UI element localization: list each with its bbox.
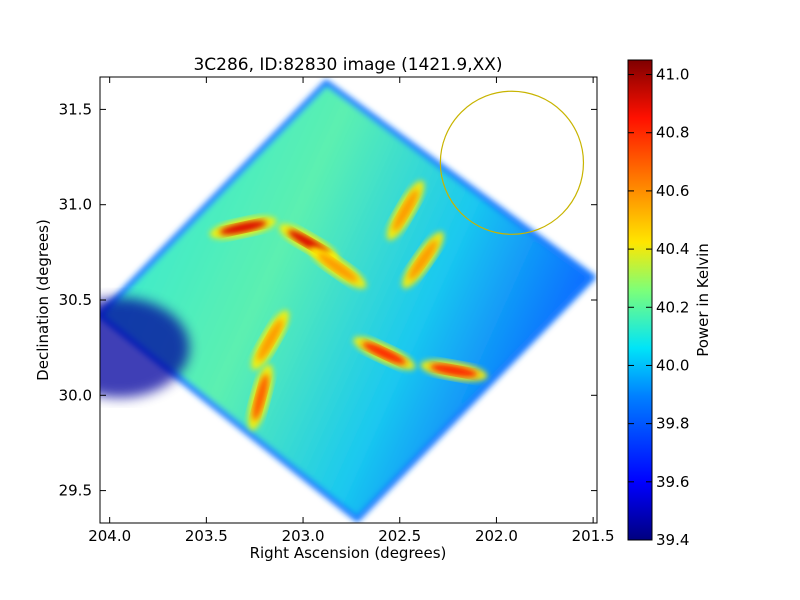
- colorbar-tick-label: 40.2: [656, 298, 689, 316]
- y-axis-label: Declination (degrees): [34, 219, 52, 381]
- y-tick-label: 29.5: [59, 482, 92, 500]
- cold-region: [100, 297, 190, 398]
- colorbar-tick-label: 40.4: [656, 240, 689, 258]
- colorbar-tick-label: 41.0: [656, 66, 689, 84]
- x-tick-label: 202.5: [378, 527, 421, 545]
- x-tick-label: 201.5: [572, 527, 615, 545]
- colorbar: 39.4 39.6 39.8 40.0 40.2 40.4 40.6 40.8 41.0 Pow…: [627, 59, 712, 549]
- x-axis-ticks: 204.0 203.5 203.0 202.5 202.0 201.5: [88, 77, 615, 545]
- hotspot: [309, 246, 367, 289]
- colorbar-tick-label: 39.8: [656, 415, 689, 433]
- y-axis-ticks: 29.5 30.0 30.5 31.0 31.5: [59, 100, 597, 500]
- x-tick-label: 204.0: [88, 527, 131, 545]
- colorbar-tick-label: 39.6: [656, 473, 689, 491]
- hotspot: [248, 364, 273, 431]
- colorbar-ticks: 39.4 39.6 39.8 40.0 40.2 40.4 40.6 40.8 41.0: [628, 66, 689, 549]
- hotspot: [353, 336, 416, 370]
- footprint: [100, 79, 597, 523]
- colorbar-gradient: [627, 59, 653, 541]
- chart-title: 3C286, ID:82830 image (1421.9,XX): [193, 55, 502, 75]
- hotspot: [420, 359, 488, 382]
- hotspot: [251, 310, 289, 370]
- colorbar-tick-label: 40.0: [656, 356, 689, 374]
- colorbar-tick-label: 40.6: [656, 182, 689, 200]
- colorbar-tick-label: 40.8: [656, 124, 689, 142]
- hotspot: [386, 180, 425, 241]
- y-tick-label: 30.5: [59, 291, 92, 309]
- y-tick-label: 31.5: [59, 100, 92, 118]
- x-tick-label: 203.0: [282, 527, 325, 545]
- colorbar-tick-label: 39.4: [656, 531, 689, 549]
- reference-circle: [439, 90, 585, 235]
- x-tick-label: 203.5: [185, 527, 228, 545]
- plot-area: 204.0 203.5 203.0 202.5 202.0 201.5 29.5 30.0 3…: [59, 76, 615, 545]
- hotspot: [209, 216, 277, 239]
- colorbar-label: Power in Kelvin: [694, 243, 712, 357]
- x-tick-label: 202.0: [475, 527, 518, 545]
- heatmap-image: [100, 79, 597, 523]
- hotspot: [402, 231, 444, 289]
- y-tick-label: 31.0: [59, 196, 92, 214]
- x-axis-label: Right Ascension (degrees): [250, 544, 447, 562]
- y-tick-label: 30.0: [59, 386, 92, 404]
